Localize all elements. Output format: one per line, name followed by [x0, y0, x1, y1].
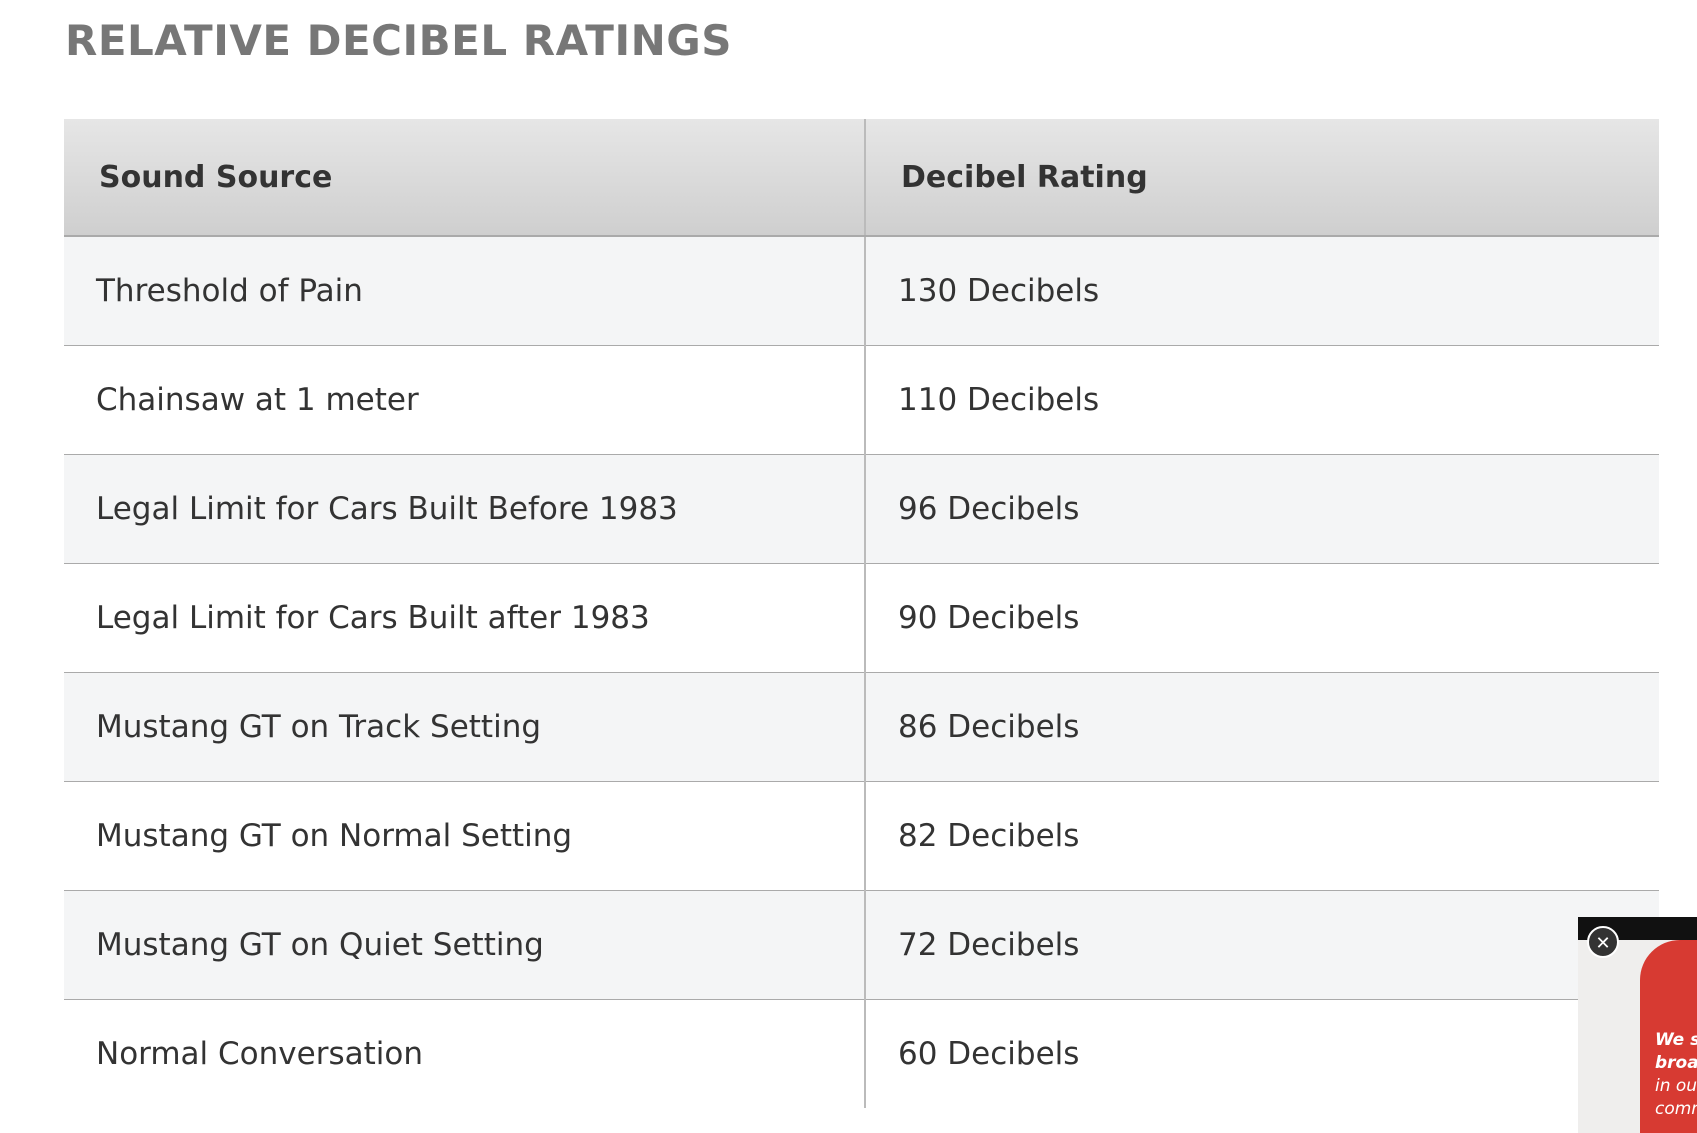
table-cell: 110 Decibels [865, 345, 1659, 455]
table-cell: Normal Conversation [64, 999, 866, 1108]
table-cell: Mustang GT on Track Setting [64, 672, 866, 782]
ad-shape [1640, 940, 1697, 1133]
ad-text-line: We s [1655, 1030, 1697, 1050]
decibel-table: Sound Source Decibel Rating Threshold of … [64, 119, 1659, 1108]
table-row: Threshold of Pain 130 Decibels [64, 236, 1659, 346]
table-row: Mustang GT on Quiet Setting 72 Decibels [64, 890, 1659, 1000]
ad-text-line: in our [1655, 1076, 1697, 1096]
table-cell: 72 Decibels [865, 890, 1659, 1000]
table-row: Normal Conversation 60 Decibels [64, 999, 1659, 1108]
table-cell: 82 Decibels [865, 781, 1659, 891]
table-cell: 90 Decibels [865, 563, 1659, 673]
close-button[interactable]: ✕ [1587, 926, 1619, 958]
table-cell: 86 Decibels [865, 672, 1659, 782]
table-cell: 96 Decibels [865, 454, 1659, 564]
header-row: Sound Source Decibel Rating [64, 119, 1659, 237]
table-row: Legal Limit for Cars Built Before 1983 96… [64, 454, 1659, 564]
ad-text-line: comm [1655, 1099, 1697, 1119]
table-cell: 60 Decibels [898, 1036, 1080, 1072]
table-cell: Mustang GT on Quiet Setting [64, 890, 866, 1000]
table-row: Mustang GT on Track Setting 86 Decibels [64, 672, 1659, 782]
page-title: RELATIVE DECIBEL RATINGS [65, 16, 732, 65]
table-cell: Chainsaw at 1 meter [64, 345, 866, 455]
table-cell: Threshold of Pain [64, 236, 866, 346]
table-row: Chainsaw at 1 meter 110 Decibels [64, 345, 1659, 455]
column-header: Sound Source [64, 119, 866, 237]
ad-text: We s broad in our comm [1655, 1029, 1697, 1121]
ad-overlay[interactable]: ✕ We s broad in our comm [1578, 917, 1697, 1133]
table-body: Threshold of Pain 130 Decibels Chainsaw at… [64, 236, 1659, 1108]
table-cell: 130 Decibels [865, 236, 1659, 346]
ad-text-line: broad [1655, 1053, 1697, 1073]
table-cell: Legal Limit for Cars Built Before 1983 [64, 454, 866, 564]
table-row: Legal Limit for Cars Built after 1983 90 … [64, 563, 1659, 673]
table-row: Mustang GT on Normal Setting 82 Decibels [64, 781, 1659, 891]
table-cell: Mustang GT on Normal Setting [64, 781, 866, 891]
column-header: Decibel Rating [865, 119, 1659, 237]
table-cell: Legal Limit for Cars Built after 1983 [64, 563, 866, 673]
